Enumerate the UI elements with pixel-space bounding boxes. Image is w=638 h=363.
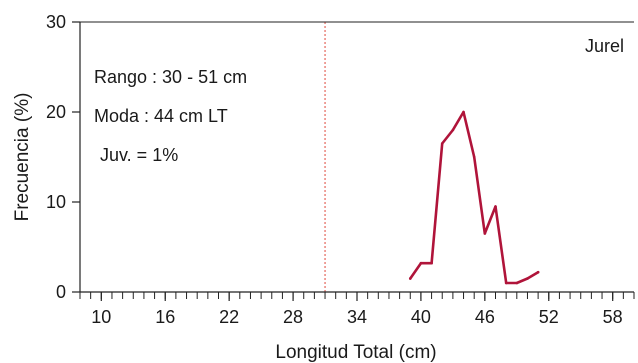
x-tick-label: 58 bbox=[603, 307, 623, 327]
x-tick-label: 46 bbox=[475, 307, 495, 327]
y-axis-title: Frecuencia (%) bbox=[12, 93, 33, 222]
annotation-juveniles: Juv. = 1% bbox=[100, 145, 178, 165]
x-tick-label: 22 bbox=[219, 307, 239, 327]
data-point bbox=[462, 110, 465, 114]
data-point bbox=[408, 277, 412, 280]
y-tick-label: 0 bbox=[56, 282, 66, 302]
x-tick-label: 34 bbox=[347, 307, 367, 327]
data-point bbox=[526, 277, 529, 280]
annotation-moda: Moda : 44 cm LT bbox=[94, 106, 228, 126]
x-axis-title: Longitud Total (cm) bbox=[275, 342, 436, 363]
y-tick-label: 20 bbox=[46, 102, 66, 122]
data-point bbox=[440, 142, 444, 145]
series-line bbox=[408, 110, 540, 285]
y-tick-label: 30 bbox=[46, 12, 66, 32]
data-point bbox=[515, 281, 519, 285]
data-point bbox=[504, 281, 508, 285]
x-tick-label: 52 bbox=[539, 307, 559, 327]
data-point bbox=[483, 232, 487, 235]
data-point bbox=[536, 270, 540, 274]
data-point bbox=[494, 205, 497, 208]
x-tick-label: 16 bbox=[155, 307, 175, 327]
x-tick-label: 28 bbox=[283, 307, 303, 327]
species-label: Jurel bbox=[585, 36, 624, 56]
x-tick-label: 40 bbox=[411, 307, 431, 327]
data-point bbox=[472, 155, 476, 159]
y-tick-label: 10 bbox=[46, 192, 66, 212]
data-point bbox=[419, 261, 423, 265]
data-point bbox=[451, 128, 455, 132]
data-point bbox=[430, 261, 433, 265]
x-tick-label: 10 bbox=[91, 307, 111, 327]
annotation-rango: Rango : 30 - 51 cm bbox=[94, 67, 247, 87]
